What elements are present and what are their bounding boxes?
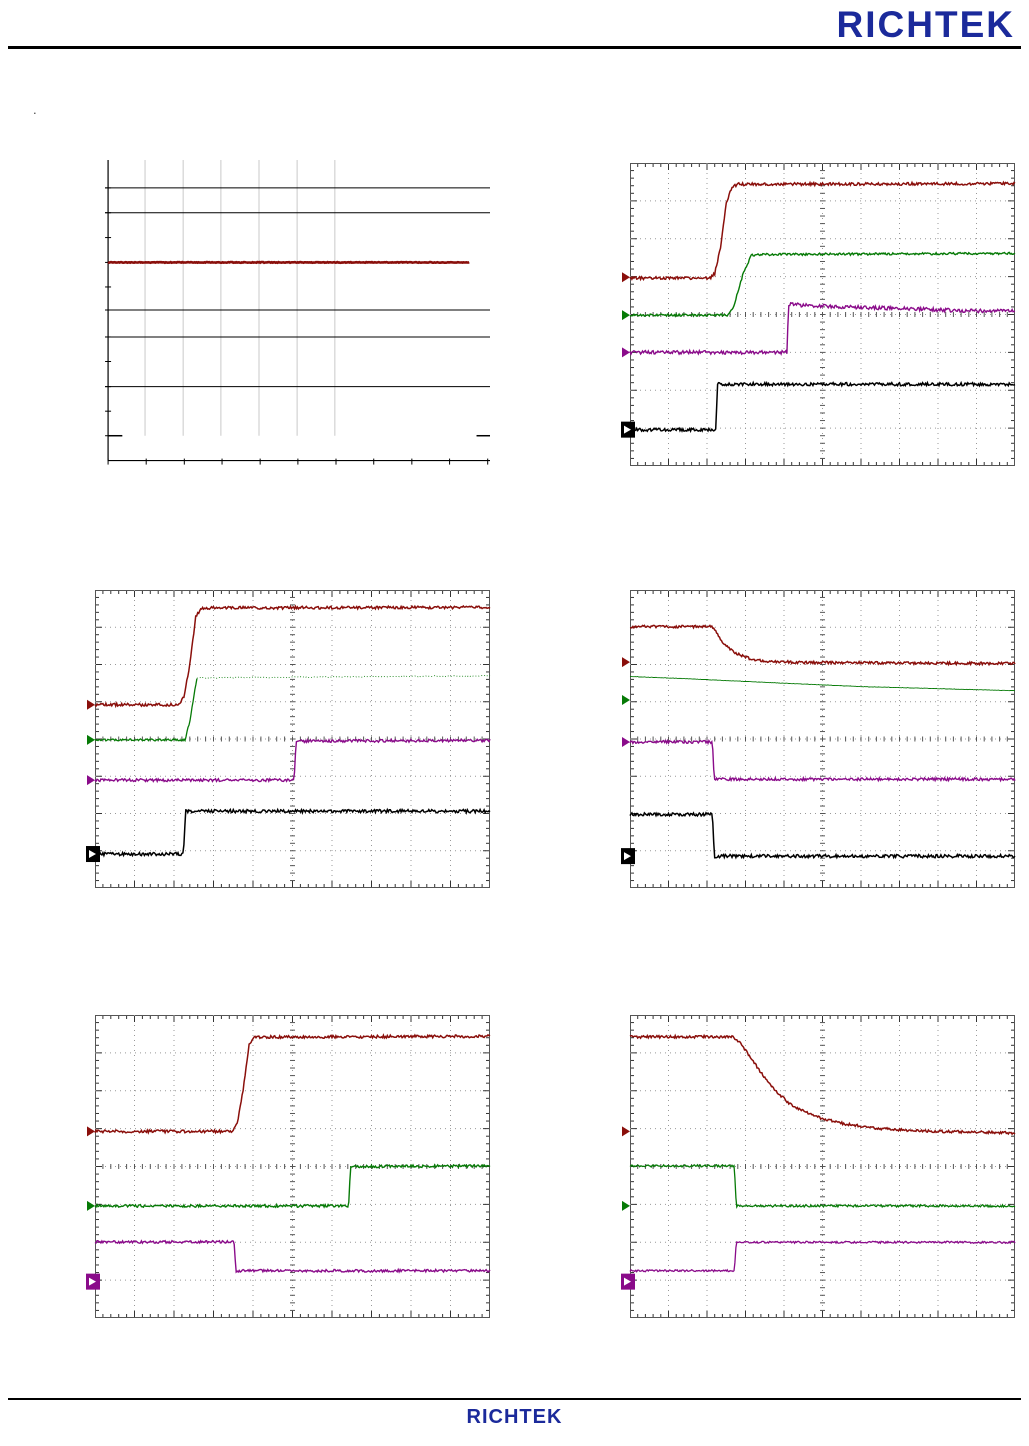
header-rule bbox=[8, 46, 1021, 49]
waveform-plot-middle-left bbox=[86, 590, 491, 888]
waveform-plot-bottom-right bbox=[621, 1015, 1016, 1318]
waveform-plot-top-right bbox=[621, 163, 1016, 466]
waveform-plot-top-left bbox=[105, 160, 490, 465]
waveform-plot-bottom-left bbox=[86, 1015, 491, 1318]
waveform-plot-middle-right bbox=[621, 590, 1016, 888]
richtek-header-logo: RICHTEK bbox=[836, 4, 1015, 45]
richtek-footer-logo: RICHTEK bbox=[466, 1406, 563, 1428]
stray-dot: . bbox=[33, 102, 37, 117]
footer-rule bbox=[8, 1398, 1021, 1400]
